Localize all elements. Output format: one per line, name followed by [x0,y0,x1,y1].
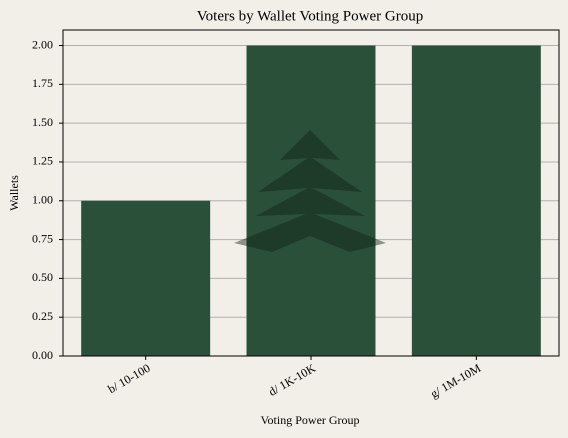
y-axis-label: Wallets [7,175,21,211]
y-tick-label: 0.75 [32,231,53,245]
watermark-tree [234,130,386,252]
y-tick-label: 1.75 [32,76,53,90]
y-tick-label: 2.00 [32,37,53,51]
plot: 0.000.250.500.751.001.251.501.752.00b/ 1… [32,37,559,401]
x-axis-label: Voting Power Group [260,413,359,427]
y-tick-label: 0.00 [32,348,53,362]
bar [246,45,376,357]
bar [81,200,211,356]
y-tick-label: 0.50 [32,270,53,284]
bar [411,45,541,357]
y-tick-label: 1.25 [32,154,53,168]
y-tick-label: 1.50 [32,115,53,129]
y-tick-label: 0.25 [32,309,53,323]
y-tick-label: 1.00 [32,193,53,207]
plot-frame [62,29,560,357]
chart-title: Voters by Wallet Voting Power Group [197,8,423,24]
